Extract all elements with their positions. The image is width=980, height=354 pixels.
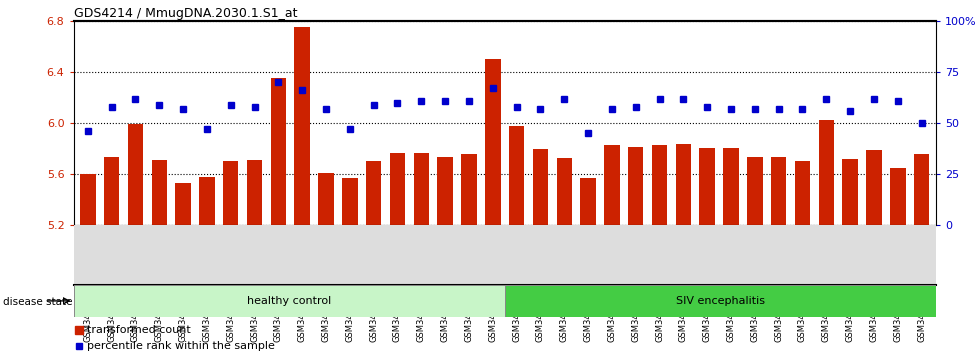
Bar bbox=[414, 153, 429, 225]
Bar bbox=[604, 145, 619, 225]
Bar bbox=[366, 161, 381, 225]
Bar bbox=[580, 178, 596, 225]
Bar bbox=[533, 149, 548, 225]
Bar bbox=[509, 126, 524, 225]
Bar bbox=[914, 154, 929, 225]
Bar bbox=[771, 157, 786, 225]
Bar bbox=[270, 79, 286, 225]
Bar bbox=[127, 124, 143, 225]
Bar bbox=[223, 161, 238, 225]
Bar bbox=[652, 145, 667, 225]
Bar bbox=[437, 158, 453, 225]
Bar bbox=[104, 157, 120, 225]
Text: percentile rank within the sample: percentile rank within the sample bbox=[87, 341, 275, 351]
Text: disease state: disease state bbox=[3, 297, 73, 307]
Bar bbox=[294, 27, 310, 225]
Bar bbox=[485, 59, 501, 225]
Bar bbox=[557, 158, 572, 225]
Bar bbox=[866, 150, 882, 225]
Bar bbox=[199, 177, 215, 225]
Text: SIV encephalitis: SIV encephalitis bbox=[676, 296, 764, 306]
Bar bbox=[152, 160, 167, 225]
Bar bbox=[890, 168, 906, 225]
Bar bbox=[80, 174, 95, 225]
Bar bbox=[247, 160, 263, 225]
Bar bbox=[74, 285, 505, 317]
Bar bbox=[675, 144, 691, 225]
Text: transformed count: transformed count bbox=[87, 325, 191, 335]
Text: healthy control: healthy control bbox=[247, 296, 331, 306]
Bar bbox=[462, 154, 476, 225]
Bar bbox=[175, 183, 191, 225]
Text: GDS4214 / MmugDNA.2030.1.S1_at: GDS4214 / MmugDNA.2030.1.S1_at bbox=[74, 7, 297, 20]
Bar bbox=[390, 153, 406, 225]
Bar bbox=[747, 158, 762, 225]
Bar bbox=[843, 159, 858, 225]
Bar bbox=[342, 178, 358, 225]
Bar bbox=[818, 120, 834, 225]
Bar bbox=[628, 147, 644, 225]
Bar bbox=[795, 161, 810, 225]
Bar bbox=[700, 148, 715, 225]
Bar bbox=[505, 285, 936, 317]
Bar bbox=[318, 173, 334, 225]
Bar bbox=[723, 148, 739, 225]
